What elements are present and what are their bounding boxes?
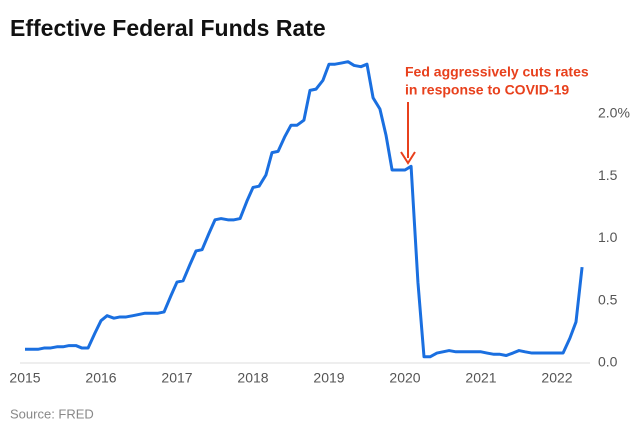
line [25,60,584,359]
x-tick-label: 2017 [161,370,192,386]
annotation: in response to COVID-19 [405,82,569,98]
x-tick-label: 2020 [389,370,420,386]
chart-title: Effective Federal Funds Rate [10,15,326,41]
y-tick-label: 1.0 [598,229,618,245]
y-tick-label: 0.5 [598,291,618,307]
annotation: Fed aggressively cuts rates [405,64,589,80]
y-tick-label: 2.0% [598,105,630,121]
annotation-arrowhead [400,151,416,165]
x-tick-label: 2021 [465,370,496,386]
y-tick-label: 0.0 [598,354,618,370]
x-tick-label: 2015 [9,370,40,386]
source: Source: FRED [10,406,94,421]
x-tick-label: 2022 [541,370,572,386]
x-tick-label: 2016 [85,370,116,386]
x-tick-label: 2018 [237,370,268,386]
x-tick-label: 2019 [313,370,344,386]
y-tick-label: 1.5 [598,167,618,183]
